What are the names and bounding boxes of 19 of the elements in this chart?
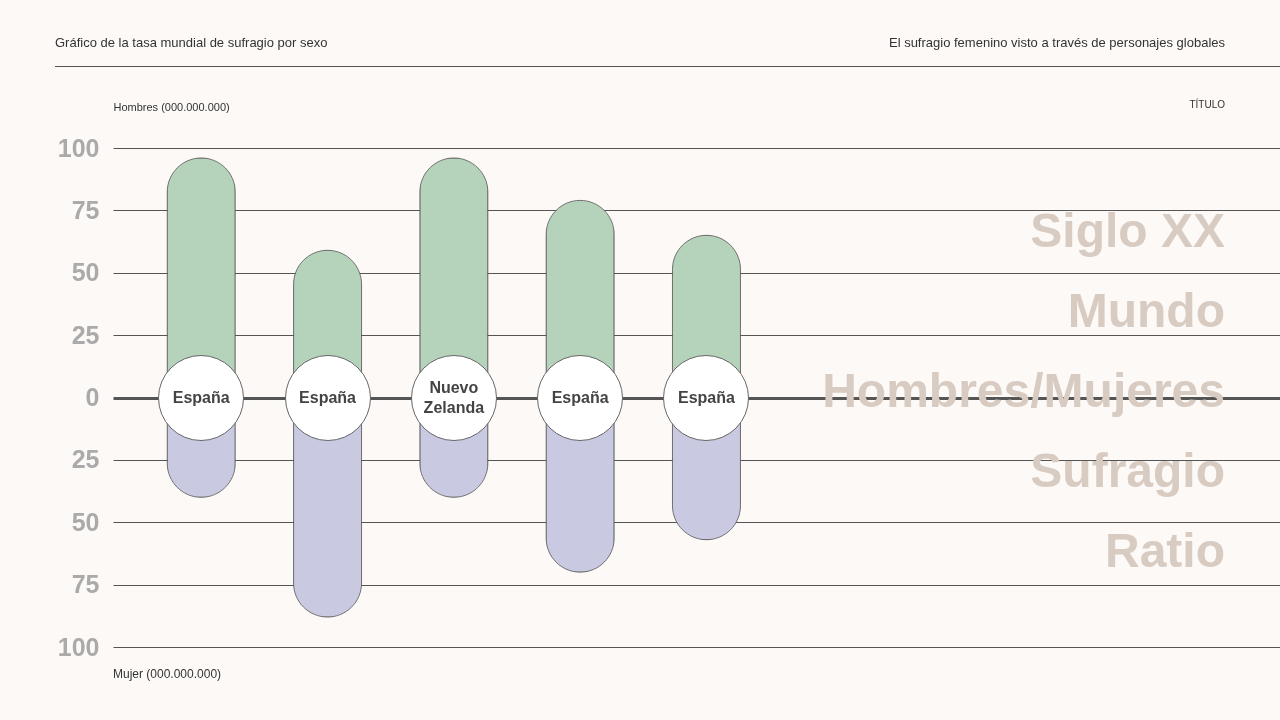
- x-tick-label: Nuevo Zelanda: [422, 377, 486, 418]
- y-tick-label: 25: [71, 320, 100, 349]
- y-tick-label: 50: [71, 507, 100, 536]
- chart-title: Gráfico de la tasa mundial de sufragio por sexo: [55, 35, 328, 50]
- x-tick-label: España: [171, 387, 231, 408]
- text: El sufragio femenino visto a través de personajes globales: [888, 35, 1225, 50]
- x-tick-label: España: [298, 387, 357, 408]
- y-tick-label: 100: [57, 133, 100, 162]
- y-tick-label: 25: [71, 445, 100, 474]
- x-tick-label: España: [677, 387, 736, 408]
- y-tick-label: 100: [57, 632, 100, 661]
- x-tick-label: España: [550, 387, 610, 408]
- y-tick-label: 75: [71, 195, 100, 224]
- text: TÍTULO: [1189, 98, 1226, 110]
- y-tick-label: 0: [85, 383, 100, 411]
- y-axis-title: Hombres (000.000.000): [113, 100, 230, 113]
- text: Mujer (000.000.000): [113, 667, 222, 681]
- y-tick-label: 75: [71, 570, 100, 599]
- y-tick-label: 50: [71, 258, 100, 287]
